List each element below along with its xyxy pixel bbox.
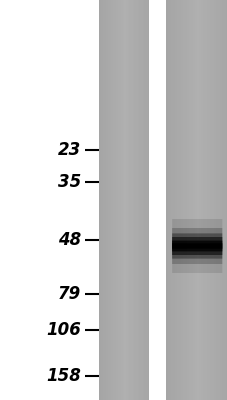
FancyBboxPatch shape [171,237,221,255]
Bar [134,0,135,400]
Bar [124,0,125,400]
Bar [127,0,129,400]
Bar [225,0,227,400]
Bar [182,0,184,400]
Bar [147,0,149,400]
Bar [145,0,147,400]
Bar [217,0,219,400]
Bar [202,0,205,400]
Bar [194,0,196,400]
Bar [125,0,127,400]
FancyBboxPatch shape [171,240,221,252]
Bar [115,0,117,400]
Bar [135,0,137,400]
Bar [188,0,190,400]
Bar [172,0,174,400]
Bar [168,0,170,400]
Bar [142,0,144,400]
FancyBboxPatch shape [171,228,221,264]
Bar [122,0,124,400]
Bar [192,0,194,400]
Bar [207,0,209,400]
Bar [166,0,168,400]
Bar [100,0,102,400]
Bar [170,0,172,400]
Bar [129,0,130,400]
Bar [140,0,142,400]
Bar [211,0,213,400]
Bar [137,0,139,400]
Bar [190,0,192,400]
Text: 23: 23 [57,141,81,159]
Bar [132,0,134,400]
Bar [221,0,223,400]
Bar [104,0,105,400]
Bar [186,0,188,400]
Bar [178,0,180,400]
Text: 106: 106 [46,321,81,339]
Bar [117,0,119,400]
Bar [205,0,207,400]
Bar [112,0,114,400]
Bar [219,0,221,400]
Bar [213,0,215,400]
Bar [114,0,115,400]
Bar [144,0,145,400]
Bar [174,0,176,400]
Text: 48: 48 [57,231,81,249]
Bar [110,0,112,400]
Bar [109,0,110,400]
Bar [119,0,120,400]
FancyBboxPatch shape [171,233,221,258]
Bar [120,0,122,400]
Bar [200,0,202,400]
Bar [166,0,227,400]
Text: 35: 35 [57,173,81,191]
Bar [99,0,149,400]
Bar [184,0,186,400]
Bar [198,0,200,400]
Bar [209,0,211,400]
Bar [180,0,182,400]
Text: 79: 79 [57,285,81,303]
Bar [102,0,104,400]
Bar [215,0,217,400]
Bar [139,0,140,400]
Bar [107,0,109,400]
Bar [105,0,107,400]
FancyBboxPatch shape [171,219,221,273]
Text: 158: 158 [46,367,81,385]
FancyBboxPatch shape [171,243,221,249]
Bar [99,0,100,400]
Bar [176,0,178,400]
Bar [196,0,198,400]
Bar [130,0,132,400]
Bar [223,0,225,400]
